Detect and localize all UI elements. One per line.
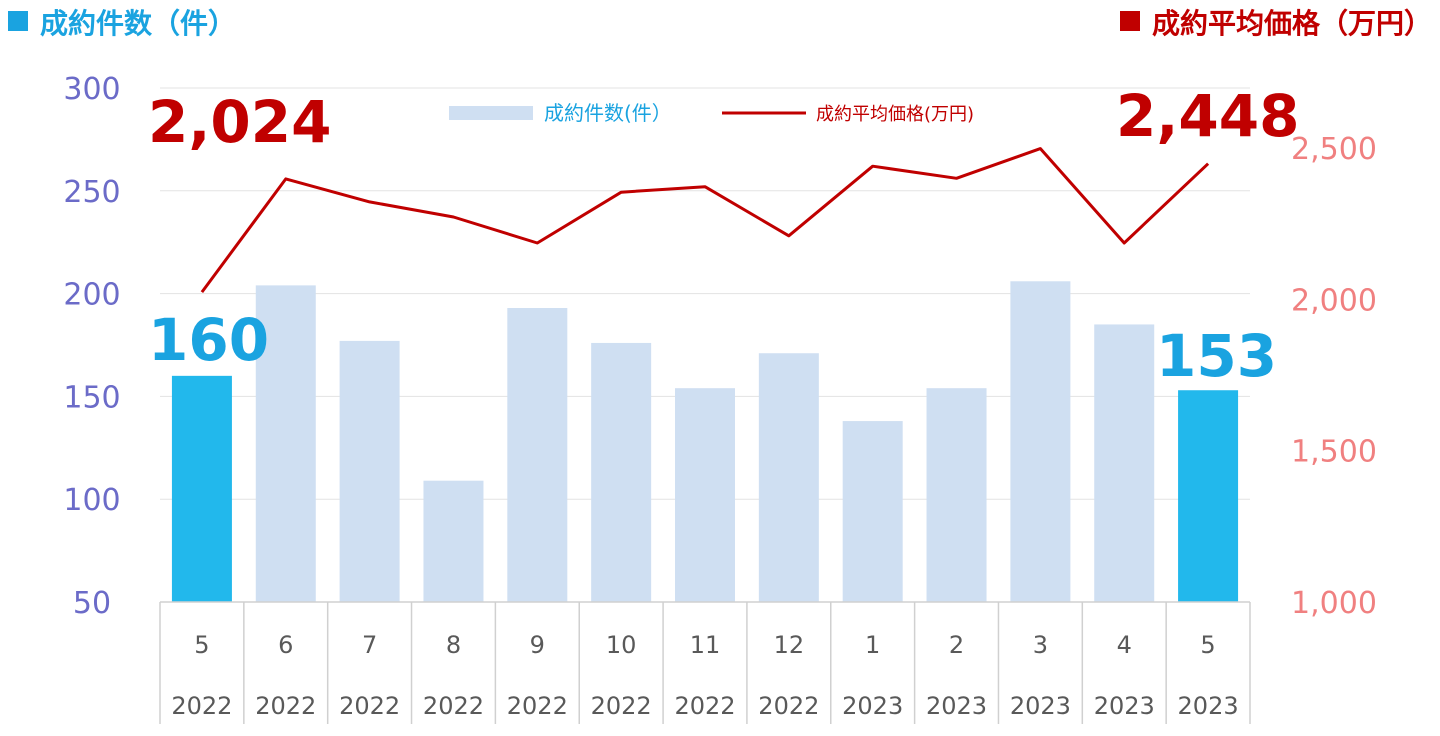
blue-square-icon [8, 11, 28, 31]
count-bar [758, 353, 819, 602]
count-bar [591, 342, 652, 602]
left-axis-header-label: 成約件数（件） [40, 7, 237, 40]
count-bar [1178, 390, 1239, 602]
x-year-label: 2022 [758, 692, 819, 720]
x-year-label: 2022 [423, 692, 484, 720]
x-month-label: 11 [690, 631, 721, 659]
count-bar [339, 340, 400, 602]
x-month-label: 4 [1117, 631, 1132, 659]
price-line [200, 147, 1210, 293]
x-year-label: 2022 [507, 692, 568, 720]
left-tick-label: 50 [73, 586, 111, 621]
count-bar [507, 307, 568, 602]
x-year-label: 2023 [1178, 692, 1239, 720]
right-tick-label: 2,500 [1291, 132, 1377, 167]
x-month-label: 3 [1033, 631, 1048, 659]
count-bar [1094, 324, 1155, 602]
last-count-callout: 153 [1156, 322, 1278, 390]
x-month-label: 9 [530, 631, 545, 659]
count-bar [1010, 281, 1071, 602]
count-bar [255, 285, 316, 602]
legend-bar-label: 成約件数(件） [544, 101, 672, 125]
legend: 成約件数(件） 成約平均価格(万円) [449, 101, 974, 125]
x-month-label: 10 [606, 631, 637, 659]
last-price-callout: 2,448 [1116, 82, 1300, 150]
x-month-label: 2 [949, 631, 964, 659]
x-month-label: 8 [446, 631, 461, 659]
right-tick-label: 1,000 [1291, 586, 1377, 621]
first-price-callout: 2,024 [148, 88, 332, 156]
red-square-icon [1119, 11, 1140, 31]
legend-bar-swatch [449, 106, 533, 120]
x-year-label: 2022 [171, 692, 232, 720]
right-axis-header: 成約平均価格（万円） [1119, 2, 1432, 42]
x-year-label: 2022 [255, 692, 316, 720]
right-tick-label: 1,500 [1291, 435, 1377, 470]
count-bar [171, 375, 232, 602]
count-bar [926, 388, 987, 602]
count-bar [675, 388, 735, 602]
x-year-label: 2023 [1094, 692, 1155, 720]
x-month-label: 1 [865, 631, 880, 659]
price-line-path [200, 147, 1210, 293]
left-tick-label: 300 [63, 72, 120, 107]
count-bar [842, 421, 903, 602]
left-tick-label: 200 [63, 278, 120, 313]
x-year-label: 2023 [842, 692, 903, 720]
x-year-label: 2022 [339, 692, 400, 720]
x-month-label: 7 [362, 631, 377, 659]
left-tick-label: 150 [63, 380, 120, 415]
left-axis-header: 成約件数（件） [8, 2, 236, 42]
left-axis-ticks: 300 250 200 150 100 50 [63, 72, 120, 621]
left-tick-label: 100 [63, 483, 120, 518]
count-bar [423, 480, 484, 602]
left-tick-label: 250 [63, 175, 120, 210]
right-axis-header-label: 成約平均価格（万円） [1151, 7, 1432, 40]
legend-line-label: 成約平均価格(万円) [816, 104, 974, 125]
x-month-label: 5 [1200, 631, 1215, 659]
count-bars [171, 281, 1239, 602]
x-year-label: 2023 [1010, 692, 1071, 720]
right-tick-label: 2,000 [1291, 283, 1377, 318]
x-month-label: 6 [278, 631, 293, 659]
x-year-label: 2022 [674, 692, 735, 720]
x-year-label: 2022 [591, 692, 652, 720]
x-month-label: 5 [194, 631, 209, 659]
first-count-callout: 160 [148, 306, 270, 374]
x-year-label: 2023 [926, 692, 987, 720]
right-axis-ticks: 2,500 2,000 1,500 1,000 [1291, 132, 1377, 621]
x-axis-table: 5202262022720228202292022102022112022122… [159, 601, 1251, 724]
x-month-label: 12 [774, 631, 805, 659]
